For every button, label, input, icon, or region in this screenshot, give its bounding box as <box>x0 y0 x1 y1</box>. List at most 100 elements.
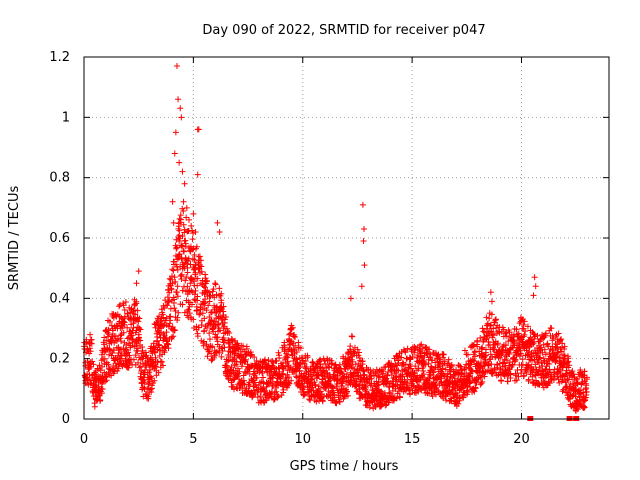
data-point <box>255 382 262 389</box>
data-point <box>334 368 341 375</box>
data-point <box>167 313 174 320</box>
data-point <box>316 357 323 364</box>
data-point <box>281 344 288 351</box>
data-point <box>186 310 193 317</box>
data-point <box>130 308 137 315</box>
data-point <box>190 316 197 323</box>
data-point <box>212 309 219 316</box>
data-point <box>206 313 213 320</box>
data-point <box>441 358 448 365</box>
data-point <box>174 314 181 321</box>
data-point <box>120 318 127 325</box>
data-point <box>406 386 413 393</box>
data-point <box>488 298 495 305</box>
x-tick-labels: 0 5 10 15 20 <box>80 432 530 447</box>
data-point <box>194 171 201 178</box>
data-point <box>279 365 286 372</box>
data-point <box>200 300 207 307</box>
data-point <box>523 369 530 376</box>
data-point <box>173 63 180 70</box>
data-point <box>569 368 576 375</box>
data-point <box>200 338 207 345</box>
data-point <box>491 366 498 373</box>
data-point <box>179 233 186 240</box>
data-point <box>455 400 462 407</box>
data-point <box>420 371 427 378</box>
data-point <box>538 360 545 367</box>
data-point <box>214 219 221 226</box>
data-point <box>109 349 116 356</box>
data-point <box>304 354 311 361</box>
data-point <box>198 263 205 270</box>
data-point <box>125 349 132 356</box>
data-point <box>532 377 539 384</box>
data-point <box>388 371 395 378</box>
data-point <box>464 351 471 358</box>
data-point <box>216 349 223 356</box>
data-point <box>411 343 418 350</box>
data-point <box>289 324 296 331</box>
data-point <box>474 343 481 350</box>
data-point <box>326 364 333 371</box>
data-point <box>133 280 140 287</box>
data-point <box>546 380 553 387</box>
data-point <box>328 360 335 367</box>
data-point <box>487 322 494 329</box>
data-point <box>122 346 129 353</box>
data-point <box>166 289 173 296</box>
data-point <box>517 350 524 357</box>
data-point <box>253 374 260 381</box>
data-point <box>194 297 201 304</box>
data-point <box>99 386 106 393</box>
data-point <box>98 357 105 364</box>
data-point <box>339 370 346 377</box>
data-point <box>481 329 488 336</box>
data-point <box>290 346 297 353</box>
data-point <box>176 215 183 222</box>
data-point <box>408 365 415 372</box>
data-point <box>554 349 561 356</box>
data-point <box>204 325 211 332</box>
y-tick-label: 1 <box>62 110 70 125</box>
data-point <box>181 180 188 187</box>
data-point <box>292 342 299 349</box>
data-point <box>416 382 423 389</box>
data-point <box>552 333 559 340</box>
data-point <box>220 308 227 315</box>
data-point <box>303 363 310 370</box>
data-point <box>273 388 280 395</box>
data-point <box>125 357 132 364</box>
data-point <box>210 286 217 293</box>
data-point <box>471 388 478 395</box>
data-point <box>420 368 427 375</box>
data-point <box>198 268 205 275</box>
data-point <box>246 382 253 389</box>
data-point <box>201 327 208 334</box>
data-point <box>546 366 553 373</box>
data-point <box>260 374 267 381</box>
data-point <box>91 381 98 388</box>
data-point <box>163 315 170 322</box>
data-point <box>203 307 210 314</box>
data-point <box>483 314 490 321</box>
data-point <box>168 286 175 293</box>
data-point <box>519 317 526 324</box>
data-point <box>201 315 208 322</box>
data-point <box>493 361 500 368</box>
data-point <box>292 334 299 341</box>
data-point <box>194 333 201 340</box>
data-point <box>106 351 113 358</box>
data-point <box>143 363 150 370</box>
data-point <box>228 377 235 384</box>
data-point <box>178 271 185 278</box>
data-point <box>546 361 553 368</box>
data-point <box>218 345 225 352</box>
data-point <box>155 342 162 349</box>
data-point <box>477 335 484 342</box>
data-point <box>398 354 405 361</box>
data-point <box>566 362 573 369</box>
data-point <box>372 392 379 399</box>
data-point <box>176 232 183 239</box>
data-point <box>361 382 368 389</box>
data-point <box>194 307 201 314</box>
